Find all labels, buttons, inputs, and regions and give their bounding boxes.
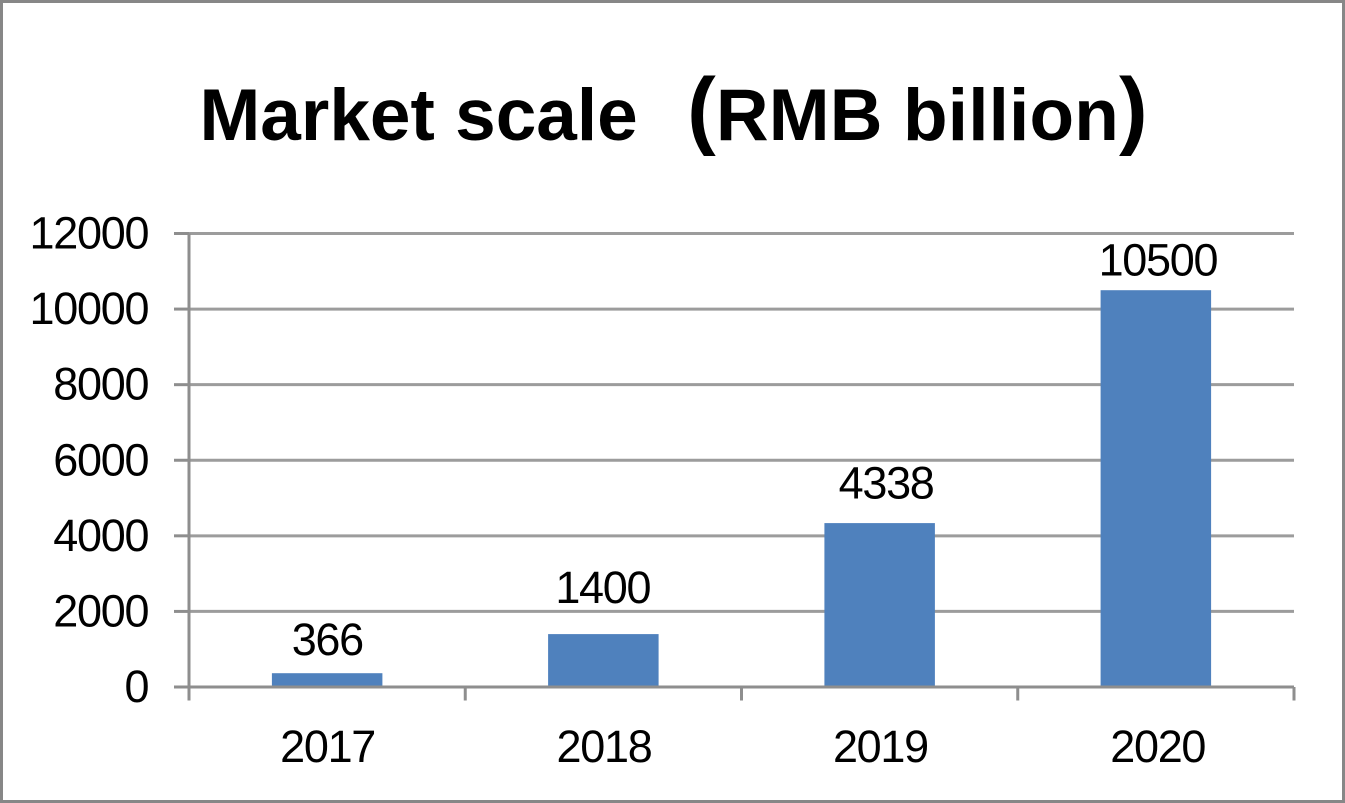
svg-text:Market scale: Market scale (200, 75, 638, 156)
svg-text:2019: 2019 (833, 721, 928, 772)
svg-text:4338: 4338 (839, 458, 934, 509)
svg-text:10500: 10500 (1099, 235, 1218, 286)
svg-text:2000: 2000 (53, 585, 148, 636)
svg-text:8000: 8000 (53, 359, 148, 410)
svg-text:4000: 4000 (53, 510, 148, 561)
svg-text:2017: 2017 (280, 721, 375, 772)
svg-text:10000: 10000 (30, 283, 149, 334)
svg-text:2018: 2018 (557, 721, 652, 772)
svg-text:366: 366 (292, 614, 363, 665)
svg-text:6000: 6000 (53, 434, 148, 485)
svg-text:1400: 1400 (555, 562, 650, 613)
svg-text:(RMB billion): (RMB billion) (687, 61, 1148, 157)
svg-text:0: 0 (124, 661, 148, 712)
svg-text:2020: 2020 (1110, 721, 1205, 772)
svg-text:12000: 12000 (30, 208, 149, 259)
